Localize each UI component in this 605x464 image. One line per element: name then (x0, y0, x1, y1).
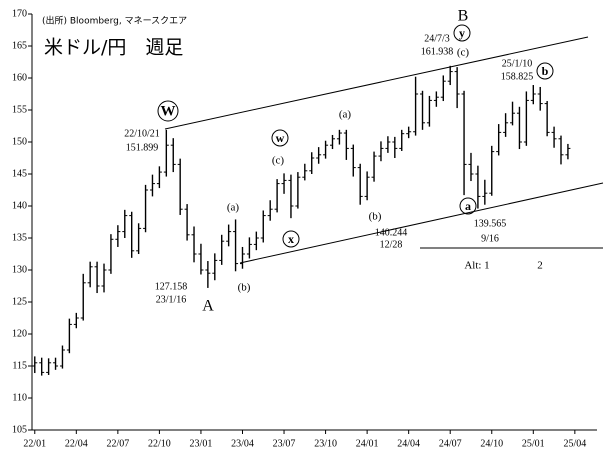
x-tick-label: 22/04 (65, 438, 88, 449)
annotation-circle (453, 24, 471, 42)
annotation-circle (282, 230, 300, 248)
annotation: 127.158 (155, 281, 188, 292)
x-tick-label: 22/10 (148, 438, 171, 449)
annotation: (c) (272, 155, 285, 167)
x-tick-label: 23/01 (190, 438, 213, 449)
y-tick-label: 160 (12, 72, 27, 83)
annotation: 158.825 (501, 71, 534, 82)
annotation: y (459, 26, 465, 40)
annotation: x (288, 232, 294, 246)
x-tick-label: 24/07 (439, 438, 462, 449)
annotation: 22/10/21 (124, 128, 160, 139)
annotation: 9/16 (481, 233, 499, 244)
y-tick-label: 145 (12, 168, 27, 179)
x-tick-label: 25/01 (522, 438, 545, 449)
annotation: (b) (369, 211, 382, 223)
annotation: a (465, 199, 471, 213)
annotation: 23/1/16 (156, 294, 187, 305)
y-tick-label: 130 (12, 264, 27, 275)
annotation: 2 (537, 260, 543, 272)
annotation: w (276, 131, 285, 145)
x-tick-label: 22/07 (106, 438, 129, 449)
annotation: (c) (457, 47, 470, 59)
x-tick-label: 25/04 (563, 438, 586, 449)
chart-subtitle: (出所) Bloomberg, マネースクエア (42, 15, 187, 27)
x-tick-label: 24/10 (480, 438, 503, 449)
y-tick-label: 110 (12, 392, 27, 403)
annotation: W (161, 103, 176, 119)
annotation-circle (536, 62, 554, 80)
annotation-circle (459, 197, 477, 215)
chart-title: 米ドル/円 週足 (44, 37, 183, 59)
annotation: Alt: 1 (464, 260, 489, 272)
x-tick-label: 22/01 (23, 438, 46, 449)
annotation: 25/1/10 (502, 58, 533, 69)
y-tick-label: 120 (12, 328, 27, 339)
annotation: 140.244 (375, 227, 408, 238)
annotation-circle (271, 129, 289, 147)
y-tick-label: 140 (12, 200, 27, 211)
annotation: b (542, 64, 549, 78)
x-tick-label: 23/10 (314, 438, 337, 449)
y-tick-label: 105 (12, 424, 27, 435)
trend-channel-upper (164, 36, 589, 130)
annotation-circle (157, 100, 179, 122)
y-tick-label: 150 (12, 136, 27, 147)
annotation: (a) (339, 109, 352, 121)
x-tick-label: 23/04 (231, 438, 254, 449)
annotation: 151.899 (126, 142, 159, 153)
y-tick-label: 115 (12, 360, 27, 371)
annotation: 161.938 (421, 46, 454, 57)
annotation: 24/7/3 (424, 33, 450, 44)
annotation: (a) (227, 202, 240, 214)
y-tick-label: 170 (12, 8, 27, 19)
annotation: 12/28 (380, 239, 403, 250)
y-tick-label: 165 (12, 40, 27, 51)
x-tick-label: 24/04 (397, 438, 420, 449)
x-tick-label: 23/07 (273, 438, 296, 449)
annotation: A (202, 298, 214, 315)
x-tick-label: 24/01 (356, 438, 379, 449)
trend-channel-lower (239, 182, 604, 264)
y-tick-label: 155 (12, 104, 27, 115)
y-tick-label: 125 (12, 296, 27, 307)
y-tick-label: 135 (12, 232, 27, 243)
annotation: 139.565 (474, 218, 507, 229)
annotation: B (458, 8, 469, 25)
annotation: (b) (238, 282, 251, 294)
